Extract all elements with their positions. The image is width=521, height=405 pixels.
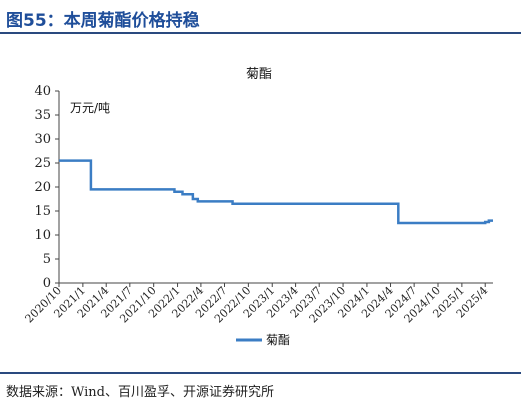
legend-label: 菊酯 [266,333,290,347]
y-tick-label: 25 [34,156,51,171]
header-rule [0,32,521,34]
series-layer [59,159,493,225]
legend: 菊酯 [236,333,290,347]
line-chart: 菊酯 万元/吨 0 5 10 15 20 25 30 35 40 2020/102021/120… [23,67,493,347]
y-tick-label: 0 [43,276,51,291]
chart-title: 菊酯 [246,67,272,82]
source-note: 数据来源：Wind、百川盈孚、开源证券研究所 [6,385,274,400]
figure-header: 图55：本周菊酯价格持稳 [0,0,521,36]
series-line-juzhi [59,159,493,225]
unit-label: 万元/吨 [70,101,110,115]
x-axis: 2020/102021/12021/42021/72021/102022/120… [23,282,493,325]
footer-rule [0,372,521,374]
y-tick-label: 40 [34,84,51,99]
y-tick-label: 15 [34,204,51,219]
y-tick-label: 30 [34,132,51,147]
y-tick-label: 35 [34,108,51,123]
y-tick-label: 20 [34,180,51,195]
y-tick-label: 5 [43,252,51,267]
y-tick-label: 10 [34,228,51,243]
figure-title: 图55：本周菊酯价格持稳 [6,11,200,31]
y-axis: 0 5 10 15 20 25 30 35 40 [34,84,60,291]
